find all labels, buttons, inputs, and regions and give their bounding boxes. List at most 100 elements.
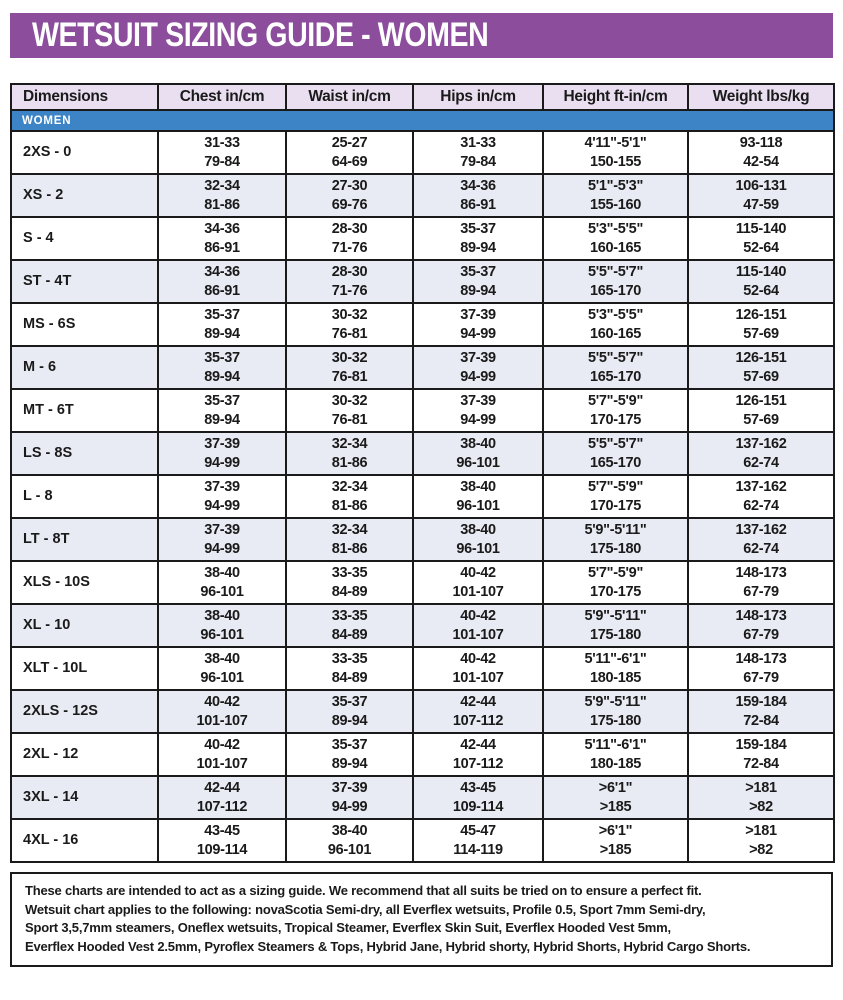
chest-cell: 37-39 94-99	[157, 517, 287, 562]
chest-cell: 38-40 96-101	[157, 560, 287, 605]
chest-cell: 37-39 94-99	[157, 474, 287, 519]
size-label-cell: L - 8	[10, 474, 159, 519]
footer-note: These charts are intended to act as a si…	[10, 872, 833, 967]
chest-cell: 32-34 81-86	[157, 173, 287, 218]
size-label-cell: LS - 8S	[10, 431, 159, 476]
column-header-waist: Waist in/cm	[285, 83, 414, 111]
weight-cell: 93-118 42-54	[687, 130, 835, 175]
table-row: 2XS - 0 31-33 79-84 25-27 64-69 31-33 79-84 4'1…	[10, 130, 835, 175]
hips-cell: 38-40 96-101	[412, 474, 544, 519]
header-row: Dimensions Chest in/cm Waist in/cm Hips …	[10, 83, 835, 111]
waist-cell: 35-37 89-94	[285, 732, 414, 777]
size-label-cell: MT - 6T	[10, 388, 159, 433]
size-label-cell: M - 6	[10, 345, 159, 390]
weight-cell: 159-184 72-84	[687, 732, 835, 777]
chest-cell: 40-42 101-107	[157, 689, 287, 734]
height-cell: 5'9"-5'11" 175-180	[542, 603, 689, 648]
height-cell: 5'5"-5'7" 165-170	[542, 345, 689, 390]
chest-cell: 37-39 94-99	[157, 431, 287, 476]
waist-cell: 33-35 84-89	[285, 646, 414, 691]
weight-cell: 159-184 72-84	[687, 689, 835, 734]
height-cell: >6'1" >185	[542, 775, 689, 820]
table-row: 2XLS - 12S 40-42 101-107 35-37 89-94 42-44 107…	[10, 689, 835, 734]
height-cell: 5'7"-5'9" 170-175	[542, 560, 689, 605]
chest-cell: 31-33 79-84	[157, 130, 287, 175]
waist-cell: 32-34 81-86	[285, 474, 414, 519]
chest-cell: 35-37 89-94	[157, 345, 287, 390]
weight-cell: 115-140 52-64	[687, 259, 835, 304]
column-header-dimensions: Dimensions	[10, 83, 159, 111]
weight-cell: 148-173 67-79	[687, 603, 835, 648]
table-row: 4XL - 16 43-45 109-114 38-40 96-101 45-47 114-…	[10, 818, 835, 863]
weight-cell: 137-162 62-74	[687, 517, 835, 562]
table-row: 3XL - 14 42-44 107-112 37-39 94-99 43-45 109-1…	[10, 775, 835, 820]
weight-cell: 137-162 62-74	[687, 474, 835, 519]
weight-cell: 148-173 67-79	[687, 560, 835, 605]
chest-cell: 43-45 109-114	[157, 818, 287, 863]
size-label-cell: MS - 6S	[10, 302, 159, 347]
hips-cell: 43-45 109-114	[412, 775, 544, 820]
size-label-cell: XLS - 10S	[10, 560, 159, 605]
chest-cell: 34-36 86-91	[157, 259, 287, 304]
waist-cell: 25-27 64-69	[285, 130, 414, 175]
table-row: ST - 4T 34-36 86-91 28-30 71-76 35-37 89-94 5'5…	[10, 259, 835, 304]
height-cell: 5'11"-6'1" 180-185	[542, 646, 689, 691]
sizing-table: Dimensions Chest in/cm Waist in/cm Hips …	[10, 83, 835, 863]
table-row: LS - 8S 37-39 94-99 32-34 81-86 38-40 96-101 5'…	[10, 431, 835, 476]
column-header-chest: Chest in/cm	[157, 83, 287, 111]
waist-cell: 35-37 89-94	[285, 689, 414, 734]
footer-line-4: Everflex Hooded Vest 2.5mm, Pyroflex Ste…	[25, 938, 751, 954]
height-cell: 5'3"-5'5" 160-165	[542, 216, 689, 261]
hips-cell: 38-40 96-101	[412, 431, 544, 476]
section-row-women: WOMEN	[10, 109, 835, 132]
height-cell: 5'9"-5'11" 175-180	[542, 689, 689, 734]
footer-line-2: Wetsuit chart applies to the following: …	[25, 901, 706, 917]
chest-cell: 35-37 89-94	[157, 388, 287, 433]
height-cell: 5'7"-5'9" 170-175	[542, 474, 689, 519]
hips-cell: 37-39 94-99	[412, 345, 544, 390]
table-row: MS - 6S 35-37 89-94 30-32 76-81 37-39 94-99 5'3…	[10, 302, 835, 347]
waist-cell: 28-30 71-76	[285, 259, 414, 304]
height-cell: 5'9"-5'11" 175-180	[542, 517, 689, 562]
height-cell: >6'1" >185	[542, 818, 689, 863]
table-row: XLT - 10L 38-40 96-101 33-35 84-89 40-42 101-1…	[10, 646, 835, 691]
hips-cell: 40-42 101-107	[412, 603, 544, 648]
weight-cell: 106-131 47-59	[687, 173, 835, 218]
table-row: M - 6 35-37 89-94 30-32 76-81 37-39 94-99 5'5"-…	[10, 345, 835, 390]
waist-cell: 30-32 76-81	[285, 388, 414, 433]
hips-cell: 40-42 101-107	[412, 646, 544, 691]
waist-cell: 37-39 94-99	[285, 775, 414, 820]
chest-cell: 38-40 96-101	[157, 646, 287, 691]
height-cell: 4'11"-5'1" 150-155	[542, 130, 689, 175]
weight-cell: 126-151 57-69	[687, 388, 835, 433]
column-header-hips: Hips in/cm	[412, 83, 544, 111]
hips-cell: 38-40 96-101	[412, 517, 544, 562]
size-label-cell: 2XLS - 12S	[10, 689, 159, 734]
chest-cell: 42-44 107-112	[157, 775, 287, 820]
footer-line-3: Sport 3,5,7mm steamers, Oneflex wetsuits…	[25, 920, 671, 935]
hips-cell: 45-47 114-119	[412, 818, 544, 863]
waist-cell: 28-30 71-76	[285, 216, 414, 261]
title-bar: WETSUIT SIZING GUIDE - WOMEN	[10, 13, 833, 58]
chest-cell: 38-40 96-101	[157, 603, 287, 648]
waist-cell: 30-32 76-81	[285, 302, 414, 347]
table-row: XL - 10 38-40 96-101 33-35 84-89 40-42 101-107…	[10, 603, 835, 648]
table-row: XS - 2 32-34 81-86 27-30 69-76 34-36 86-91 5'1"…	[10, 173, 835, 218]
weight-cell: >181 >82	[687, 775, 835, 820]
waist-cell: 38-40 96-101	[285, 818, 414, 863]
height-cell: 5'5"-5'7" 165-170	[542, 431, 689, 476]
waist-cell: 32-34 81-86	[285, 431, 414, 476]
page-title: WETSUIT SIZING GUIDE - WOMEN	[32, 16, 489, 54]
weight-cell: 115-140 52-64	[687, 216, 835, 261]
weight-cell: 126-151 57-69	[687, 345, 835, 390]
waist-cell: 30-32 76-81	[285, 345, 414, 390]
waist-cell: 27-30 69-76	[285, 173, 414, 218]
table-row: MT - 6T 35-37 89-94 30-32 76-81 37-39 94-99 5'7…	[10, 388, 835, 433]
size-label-cell: S - 4	[10, 216, 159, 261]
weight-cell: 148-173 67-79	[687, 646, 835, 691]
height-cell: 5'3"-5'5" 160-165	[542, 302, 689, 347]
height-cell: 5'5"-5'7" 165-170	[542, 259, 689, 304]
waist-cell: 33-35 84-89	[285, 603, 414, 648]
height-cell: 5'7"-5'9" 170-175	[542, 388, 689, 433]
